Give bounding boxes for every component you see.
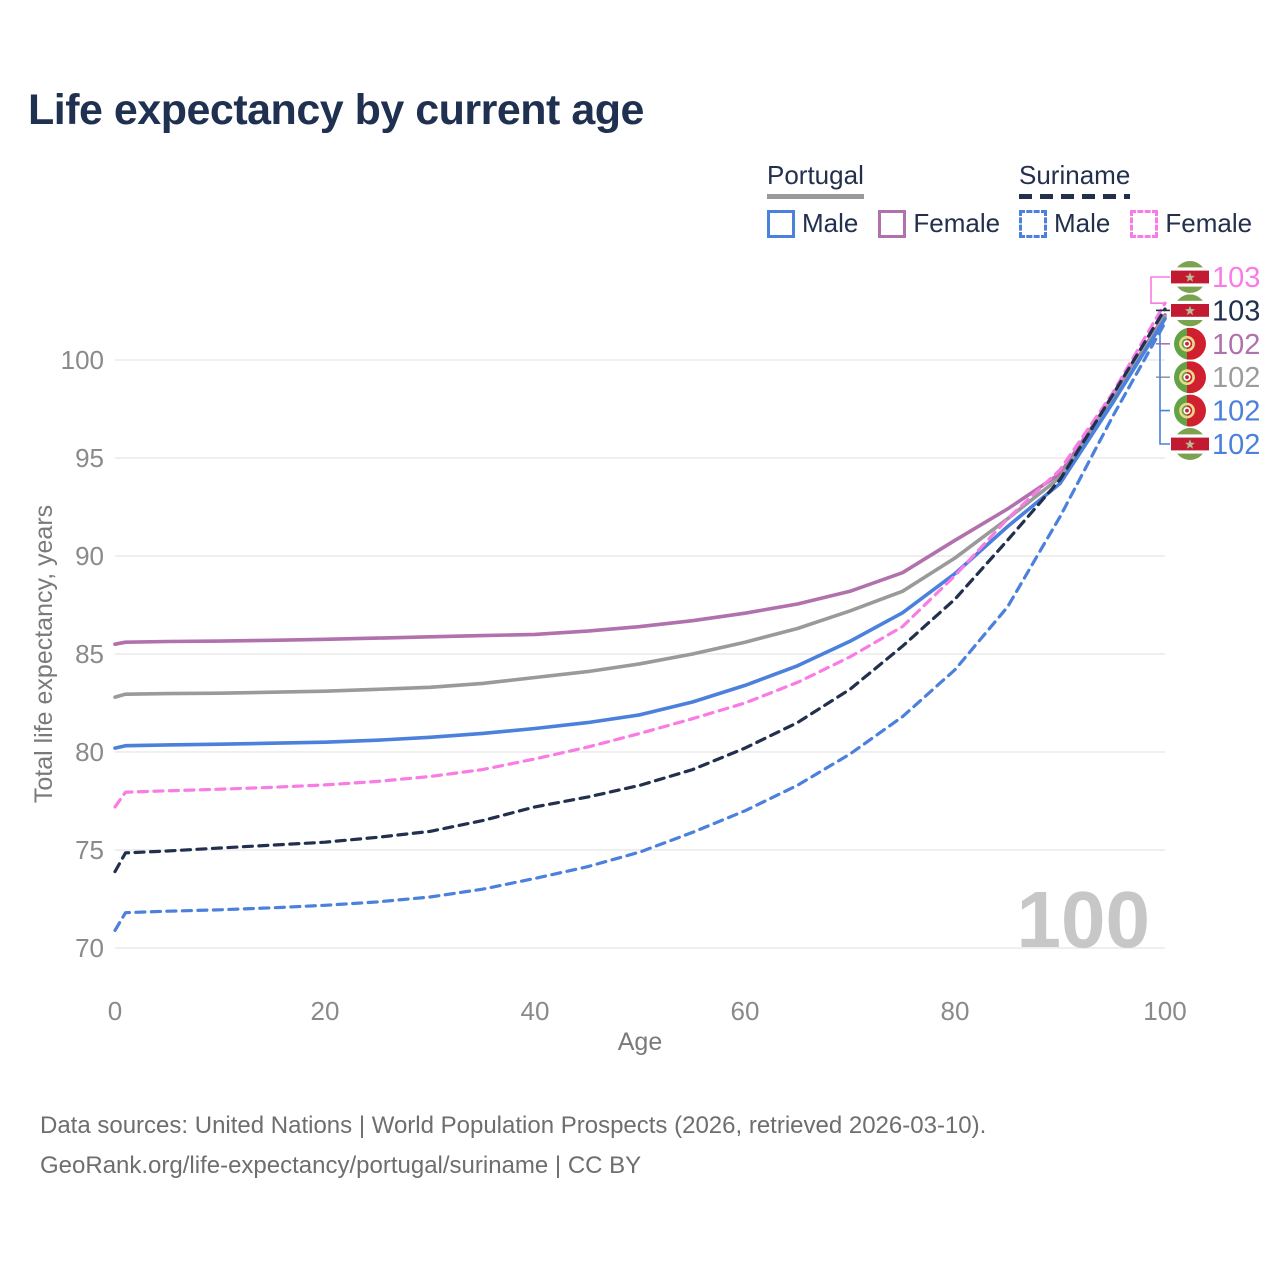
suriname-flag-icon: [1171, 428, 1209, 460]
suriname-flag-icon: [1171, 294, 1209, 327]
suriname-female-swatch-icon: [1130, 209, 1159, 238]
end-value-label-suriname-both: 103: [1212, 295, 1260, 327]
y-tick-label: 90: [75, 541, 104, 571]
portugal-flag-icon: [1174, 361, 1206, 394]
x-tick-label: 80: [941, 996, 970, 1026]
legend-portugal-female-label: Female: [913, 208, 1001, 238]
end-value-label-portugal-male: 102: [1212, 396, 1260, 428]
series-line-suriname-male[interactable]: [113, 321, 1167, 933]
end-value-label-portugal-female: 102: [1212, 329, 1260, 361]
legend-portugal-header[interactable]: Portugal: [767, 160, 864, 199]
label-leader-line: [1159, 318, 1170, 412]
x-tick-label: 0: [108, 996, 122, 1026]
series-line-suriname-female[interactable]: [113, 301, 1167, 809]
legend-portugal-label: Portugal: [767, 160, 864, 190]
legend-suriname-label: Suriname: [1019, 160, 1131, 190]
series-line-portugal-both[interactable]: [113, 315, 1167, 699]
legend-item-portugal-male[interactable]: Male: [767, 208, 858, 239]
series-line-suriname-both[interactable]: [113, 307, 1167, 874]
x-axis-title: Age: [618, 1028, 662, 1056]
y-tick-label: 95: [75, 443, 104, 473]
legend-group-portugal: Portugal Male Female: [767, 160, 1000, 239]
label-leader-line: [1150, 276, 1170, 304]
legend-portugal-male-label: Male: [802, 208, 859, 238]
y-tick-label: 80: [75, 737, 104, 767]
suriname-male-swatch-icon: [1019, 209, 1047, 238]
footer-attribution: GeoRank.org/life-expectancy/portugal/sur…: [40, 1152, 642, 1179]
end-value-label-suriname-female: 103: [1212, 262, 1260, 294]
end-value-label-portugal-both: 102: [1212, 362, 1260, 394]
series-line-portugal-female[interactable]: [113, 313, 1167, 647]
portugal-flag-icon: [1174, 327, 1206, 360]
label-leader-line: [1159, 410, 1170, 445]
y-axis-title: Total life expectancy, years: [30, 505, 58, 803]
legend-suriname-male-label: Male: [1054, 208, 1111, 238]
suriname-flag-icon: [1171, 261, 1209, 293]
portugal-male-swatch-icon: [767, 209, 795, 238]
x-tick-label: 40: [521, 996, 550, 1026]
x-tick-label: 20: [311, 996, 340, 1026]
y-tick-label: 100: [61, 345, 104, 375]
legend-item-suriname-female[interactable]: Female: [1130, 208, 1252, 239]
y-tick-label: 85: [75, 639, 104, 669]
legend-suriname-header[interactable]: Suriname: [1019, 160, 1131, 199]
footer: Data sources: United Nations | World Pop…: [40, 1106, 1190, 1186]
age-watermark: 100: [1017, 875, 1150, 964]
page-title: Life expectancy by current age: [28, 86, 644, 134]
legend-group-suriname: Suriname Male Female: [1019, 160, 1252, 239]
suriname-line-swatch-icon: [1019, 194, 1131, 199]
y-tick-label: 70: [75, 933, 104, 963]
x-tick-label: 60: [731, 996, 760, 1026]
footer-data-sources: Data sources: United Nations | World Pop…: [40, 1112, 987, 1139]
y-tick-label: 75: [75, 835, 104, 865]
x-tick-label: 100: [1143, 996, 1186, 1026]
portugal-flag-icon: [1174, 394, 1206, 427]
legend: Portugal Male Female Suriname: [0, 160, 1280, 250]
portugal-female-swatch-icon: [878, 209, 907, 238]
end-value-label-suriname-male: 102: [1212, 429, 1260, 461]
portugal-line-swatch-icon: [767, 194, 864, 199]
legend-suriname-female-label: Female: [1165, 208, 1253, 238]
legend-item-portugal-female[interactable]: Female: [878, 208, 1000, 239]
legend-item-suriname-male[interactable]: Male: [1019, 208, 1110, 239]
series-line-portugal-male[interactable]: [113, 316, 1167, 750]
